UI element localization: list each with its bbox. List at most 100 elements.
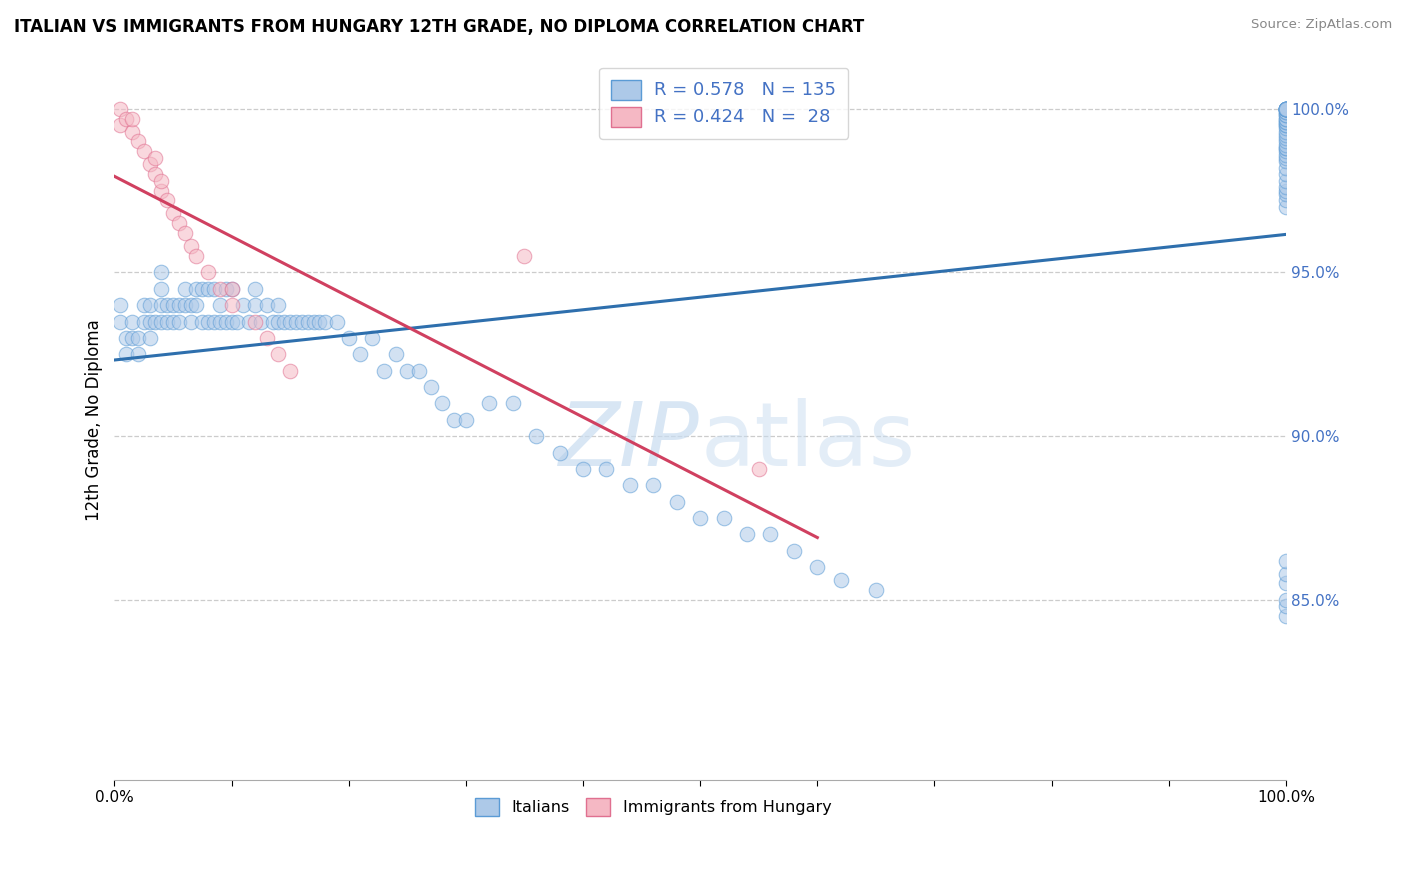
- Point: [502, 396, 524, 410]
- Point: [243, 282, 266, 296]
- Text: ZIP: ZIP: [560, 399, 700, 484]
- Point: [162, 298, 184, 312]
- Point: [180, 298, 202, 312]
- Text: atlas: atlas: [700, 398, 915, 485]
- Point: [454, 413, 477, 427]
- Point: [478, 396, 501, 410]
- Point: [278, 364, 301, 378]
- Text: ITALIAN VS IMMIGRANTS FROM HUNGARY 12TH GRADE, NO DIPLOMA CORRELATION CHART: ITALIAN VS IMMIGRANTS FROM HUNGARY 12TH …: [14, 18, 865, 36]
- Point: [267, 314, 290, 328]
- Point: [1275, 128, 1298, 142]
- Point: [373, 364, 395, 378]
- Point: [110, 102, 132, 116]
- Point: [1275, 105, 1298, 120]
- Point: [1275, 135, 1298, 149]
- Point: [1275, 553, 1298, 567]
- Point: [443, 413, 465, 427]
- Point: [735, 527, 758, 541]
- Point: [202, 314, 225, 328]
- Point: [150, 314, 173, 328]
- Point: [1275, 102, 1298, 116]
- Point: [1275, 186, 1298, 201]
- Point: [121, 125, 143, 139]
- Point: [1275, 141, 1298, 155]
- Point: [1275, 115, 1298, 129]
- Point: [267, 298, 290, 312]
- Point: [121, 314, 143, 328]
- Point: [1275, 167, 1298, 181]
- Point: [150, 265, 173, 279]
- Point: [186, 282, 208, 296]
- Point: [267, 347, 290, 361]
- Point: [572, 462, 595, 476]
- Point: [138, 157, 160, 171]
- Point: [202, 282, 225, 296]
- Point: [127, 331, 149, 345]
- Point: [302, 314, 325, 328]
- Point: [115, 347, 138, 361]
- Point: [1275, 194, 1298, 208]
- Point: [783, 543, 806, 558]
- Point: [1275, 112, 1298, 126]
- Point: [121, 331, 143, 345]
- Point: [115, 112, 138, 126]
- Point: [548, 445, 571, 459]
- Point: [221, 282, 243, 296]
- Point: [278, 314, 301, 328]
- Point: [110, 298, 132, 312]
- Point: [432, 396, 454, 410]
- Point: [232, 298, 254, 312]
- Point: [191, 282, 214, 296]
- Point: [1275, 137, 1298, 152]
- Point: [349, 347, 371, 361]
- Point: [132, 298, 155, 312]
- Point: [180, 314, 202, 328]
- Point: [1275, 102, 1298, 116]
- Point: [1275, 108, 1298, 122]
- Point: [1275, 102, 1298, 116]
- Point: [759, 527, 782, 541]
- Point: [256, 298, 278, 312]
- Point: [713, 511, 735, 525]
- Point: [396, 364, 419, 378]
- Point: [127, 347, 149, 361]
- Point: [208, 314, 231, 328]
- Point: [186, 298, 208, 312]
- Point: [1275, 592, 1298, 607]
- Point: [806, 560, 828, 574]
- Point: [408, 364, 430, 378]
- Point: [865, 582, 887, 597]
- Point: [197, 265, 219, 279]
- Point: [150, 298, 173, 312]
- Point: [285, 314, 308, 328]
- Point: [127, 135, 149, 149]
- Point: [243, 298, 266, 312]
- Point: [1275, 121, 1298, 136]
- Point: [162, 206, 184, 220]
- Point: [150, 184, 173, 198]
- Point: [256, 331, 278, 345]
- Point: [132, 145, 155, 159]
- Point: [115, 331, 138, 345]
- Point: [1275, 118, 1298, 132]
- Point: [191, 314, 214, 328]
- Point: [689, 511, 711, 525]
- Point: [1275, 108, 1298, 122]
- Point: [273, 314, 295, 328]
- Point: [384, 347, 406, 361]
- Point: [1275, 599, 1298, 614]
- Point: [243, 314, 266, 328]
- Point: [173, 226, 195, 240]
- Point: [297, 314, 319, 328]
- Point: [1275, 131, 1298, 145]
- Point: [173, 298, 195, 312]
- Point: [167, 314, 190, 328]
- Point: [197, 314, 219, 328]
- Point: [145, 151, 167, 165]
- Point: [262, 314, 284, 328]
- Point: [291, 314, 314, 328]
- Point: [215, 314, 238, 328]
- Point: [1275, 102, 1298, 116]
- Point: [1275, 125, 1298, 139]
- Point: [643, 478, 665, 492]
